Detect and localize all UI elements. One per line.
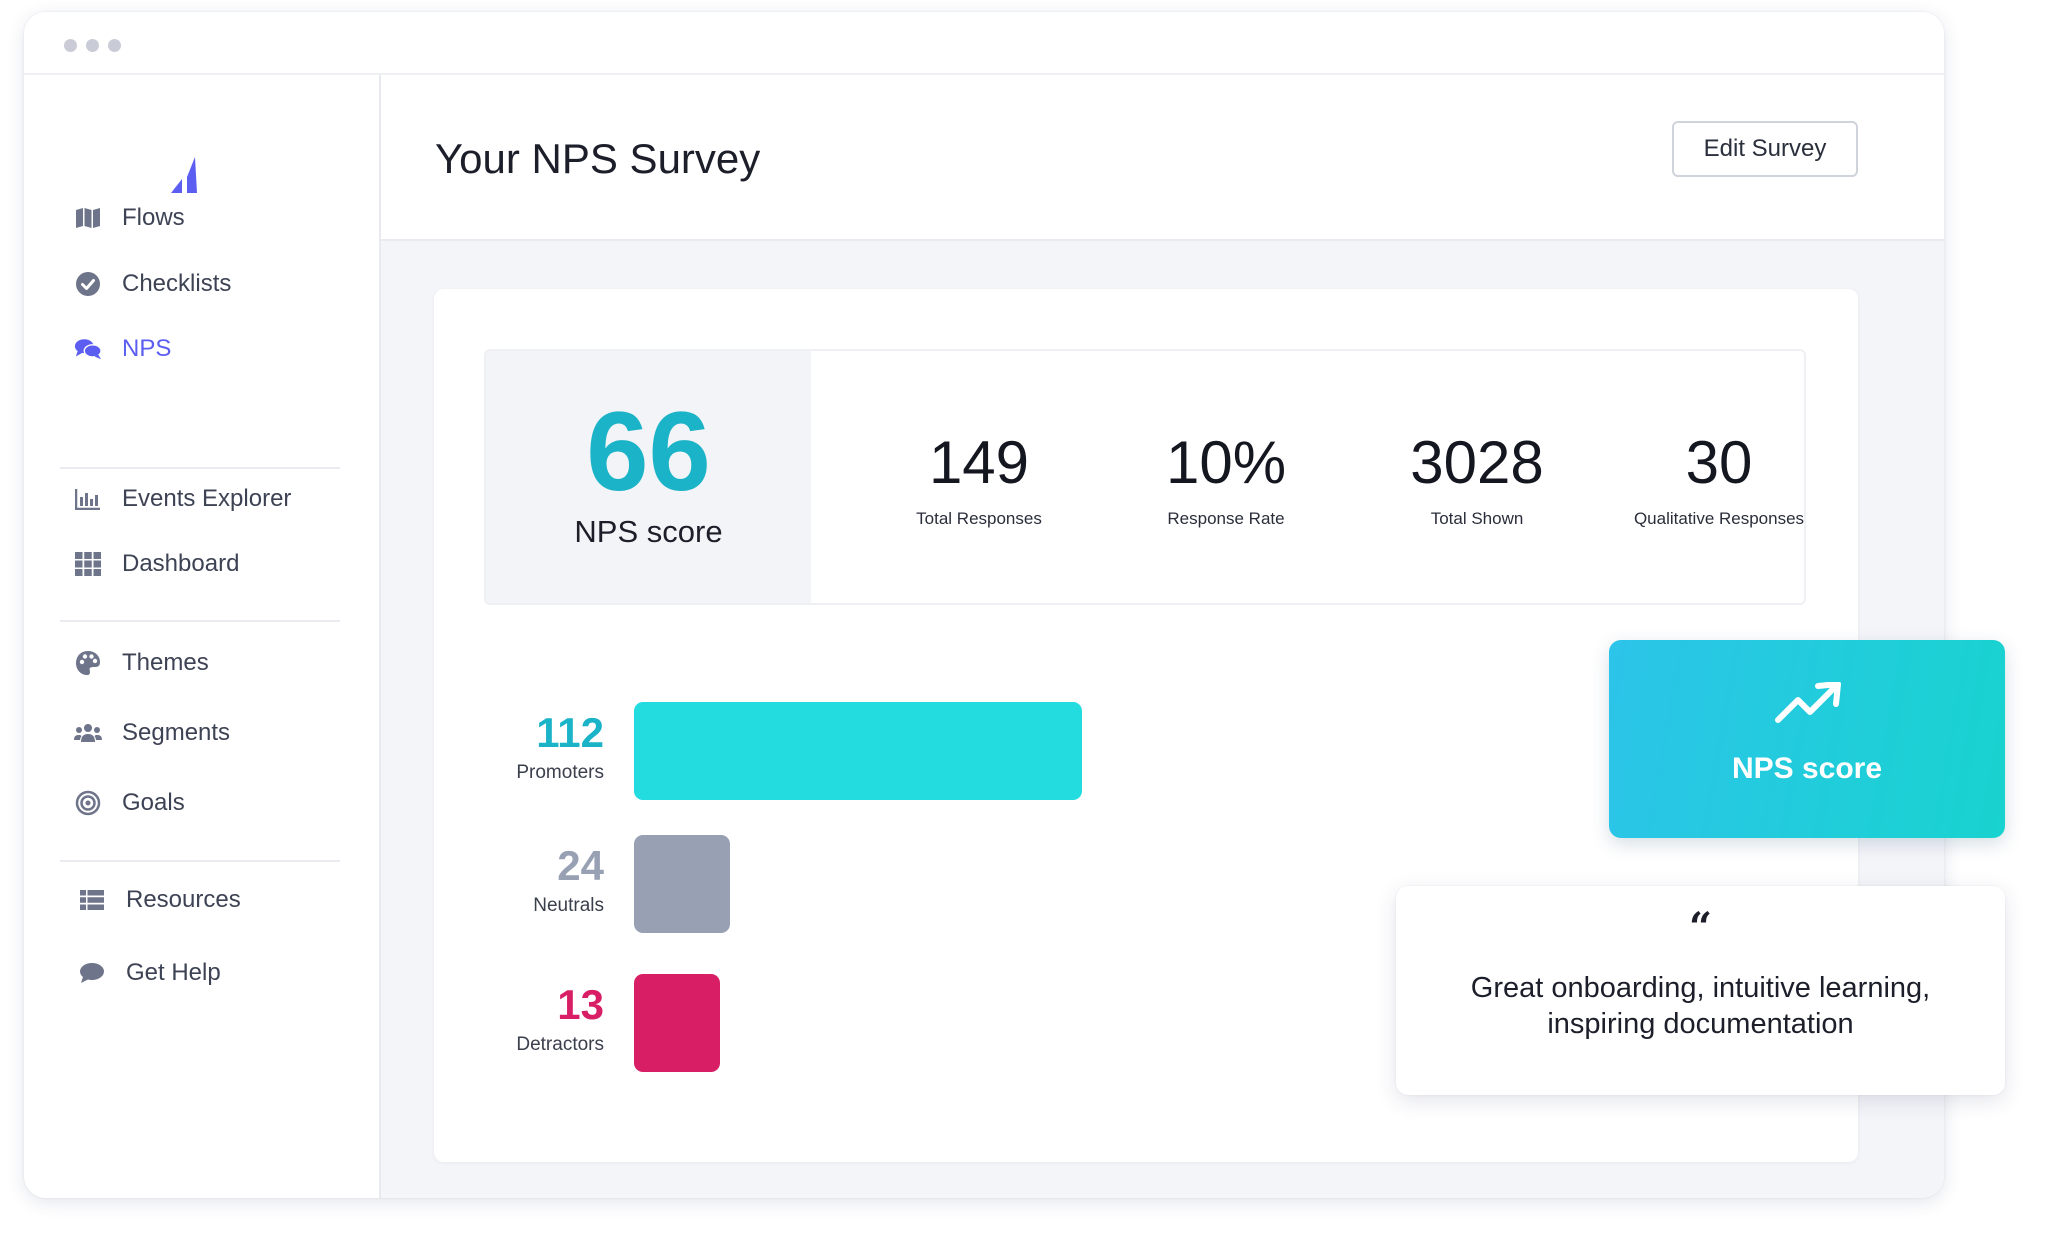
stat-value: 30	[1685, 429, 1753, 496]
sidebar-divider	[60, 860, 340, 862]
check-circle-icon	[74, 270, 102, 298]
grid-icon	[74, 550, 102, 578]
trending-up-icon	[1774, 681, 1842, 731]
window-dot[interactable]	[108, 39, 121, 52]
page-title: Your NPS Survey	[435, 135, 761, 182]
sidebar-item-label: Checklists	[122, 270, 232, 297]
palette-icon	[74, 649, 102, 677]
quote-text: Great onboarding, intuitive learning, in…	[1470, 972, 1931, 1040]
app-logo[interactable]	[169, 155, 199, 200]
sidebar-item-events-explorer[interactable]: Events Explorer	[74, 479, 291, 519]
breakdown-label: Promoters	[516, 762, 604, 783]
sidebar-item-label: Get Help	[126, 959, 221, 986]
sidebar-item-themes[interactable]: Themes	[74, 643, 209, 683]
sidebar-item-dashboard[interactable]: Dashboard	[74, 544, 239, 584]
sidebar-item-label: Goals	[122, 789, 185, 816]
sidebar-item-label: Events Explorer	[122, 485, 292, 512]
stat-qualitative-responses: 30 Qualitative Responses	[1589, 429, 1805, 529]
nps-score-card: NPS score	[1609, 640, 2005, 838]
sidebar-item-label: Themes	[122, 649, 209, 676]
edit-survey-button[interactable]: Edit Survey	[1672, 121, 1858, 177]
window-dot[interactable]	[86, 39, 99, 52]
stat-response-rate: 10% Response Rate	[1096, 433, 1356, 529]
stat-value: 3028	[1410, 429, 1544, 496]
stat-value: 10%	[1165, 429, 1287, 496]
speech-bubble-icon	[78, 959, 106, 987]
sidebar-item-nps[interactable]: NPS	[74, 329, 171, 369]
window-dot[interactable]	[64, 39, 77, 52]
sidebar-item-label: Dashboard	[122, 550, 240, 577]
breakdown-row-neutrals: 24 Neutrals	[434, 835, 1434, 935]
breakdown-row-promoters: 112 Promoters	[434, 702, 1434, 802]
chat-bubbles-icon	[74, 335, 102, 363]
sidebar-item-checklists[interactable]: Checklists	[74, 264, 231, 304]
list-icon	[78, 886, 106, 914]
breakdown-label: Detractors	[516, 1034, 604, 1055]
breakdown-count: 13	[557, 981, 604, 1028]
quote-icon: “	[1688, 904, 1712, 951]
map-icon	[74, 204, 102, 232]
sidebar-divider	[60, 620, 340, 622]
breakdown-count: 24	[557, 842, 604, 889]
sidebar-divider	[60, 467, 340, 469]
sidebar-item-resources[interactable]: Resources	[74, 880, 241, 920]
breakdown-bar	[634, 835, 730, 933]
stat-label: Total Shown	[1430, 509, 1524, 528]
nps-score-value: 66	[586, 389, 711, 514]
target-icon	[74, 789, 102, 817]
feedback-quote-card: “ Great onboarding, intuitive learning, …	[1396, 886, 2005, 1095]
sidebar-item-goals[interactable]: Goals	[74, 783, 185, 823]
sidebar-item-get-help[interactable]: Get Help	[74, 953, 221, 993]
sidebar-item-flows[interactable]: Flows	[74, 198, 185, 238]
breakdown-count: 112	[536, 709, 604, 756]
stat-label: Response Rate	[1167, 509, 1285, 528]
sidebar-item-label: Resources	[126, 886, 241, 913]
stat-value: 149	[928, 429, 1030, 496]
sidebar-item-segments[interactable]: Segments	[74, 713, 230, 753]
nps-score-box: 66 NPS score	[486, 351, 811, 603]
breakdown-bar	[634, 702, 1082, 800]
users-icon	[74, 719, 102, 747]
sidebar-item-label: Segments	[122, 719, 231, 746]
breakdown-row-detractors: 13 Detractors	[434, 974, 1434, 1074]
window-titlebar	[24, 12, 1944, 75]
sidebar: Flows Checklists NPS Events Explorer	[24, 75, 381, 1198]
stats-panel: 66 NPS score 149 Total Responses 10% Res…	[484, 349, 1806, 605]
page-header: Your NPS Survey Edit Survey	[381, 75, 1944, 241]
breakdown-label: Neutrals	[533, 895, 604, 916]
stat-total-shown: 3028 Total Shown	[1347, 433, 1607, 529]
stat-label: Qualitative Responses	[1633, 509, 1805, 528]
bar-chart-icon	[74, 485, 102, 513]
breakdown-bar	[634, 974, 720, 1072]
sidebar-item-label: Flows	[122, 204, 185, 231]
nps-score-card-label: NPS score	[1731, 752, 1883, 785]
nps-score-label: NPS score	[574, 514, 723, 549]
stat-total-responses: 149 Total Responses	[849, 433, 1109, 529]
stat-label: Total Responses	[916, 509, 1042, 528]
sidebar-item-label: NPS	[122, 335, 172, 362]
